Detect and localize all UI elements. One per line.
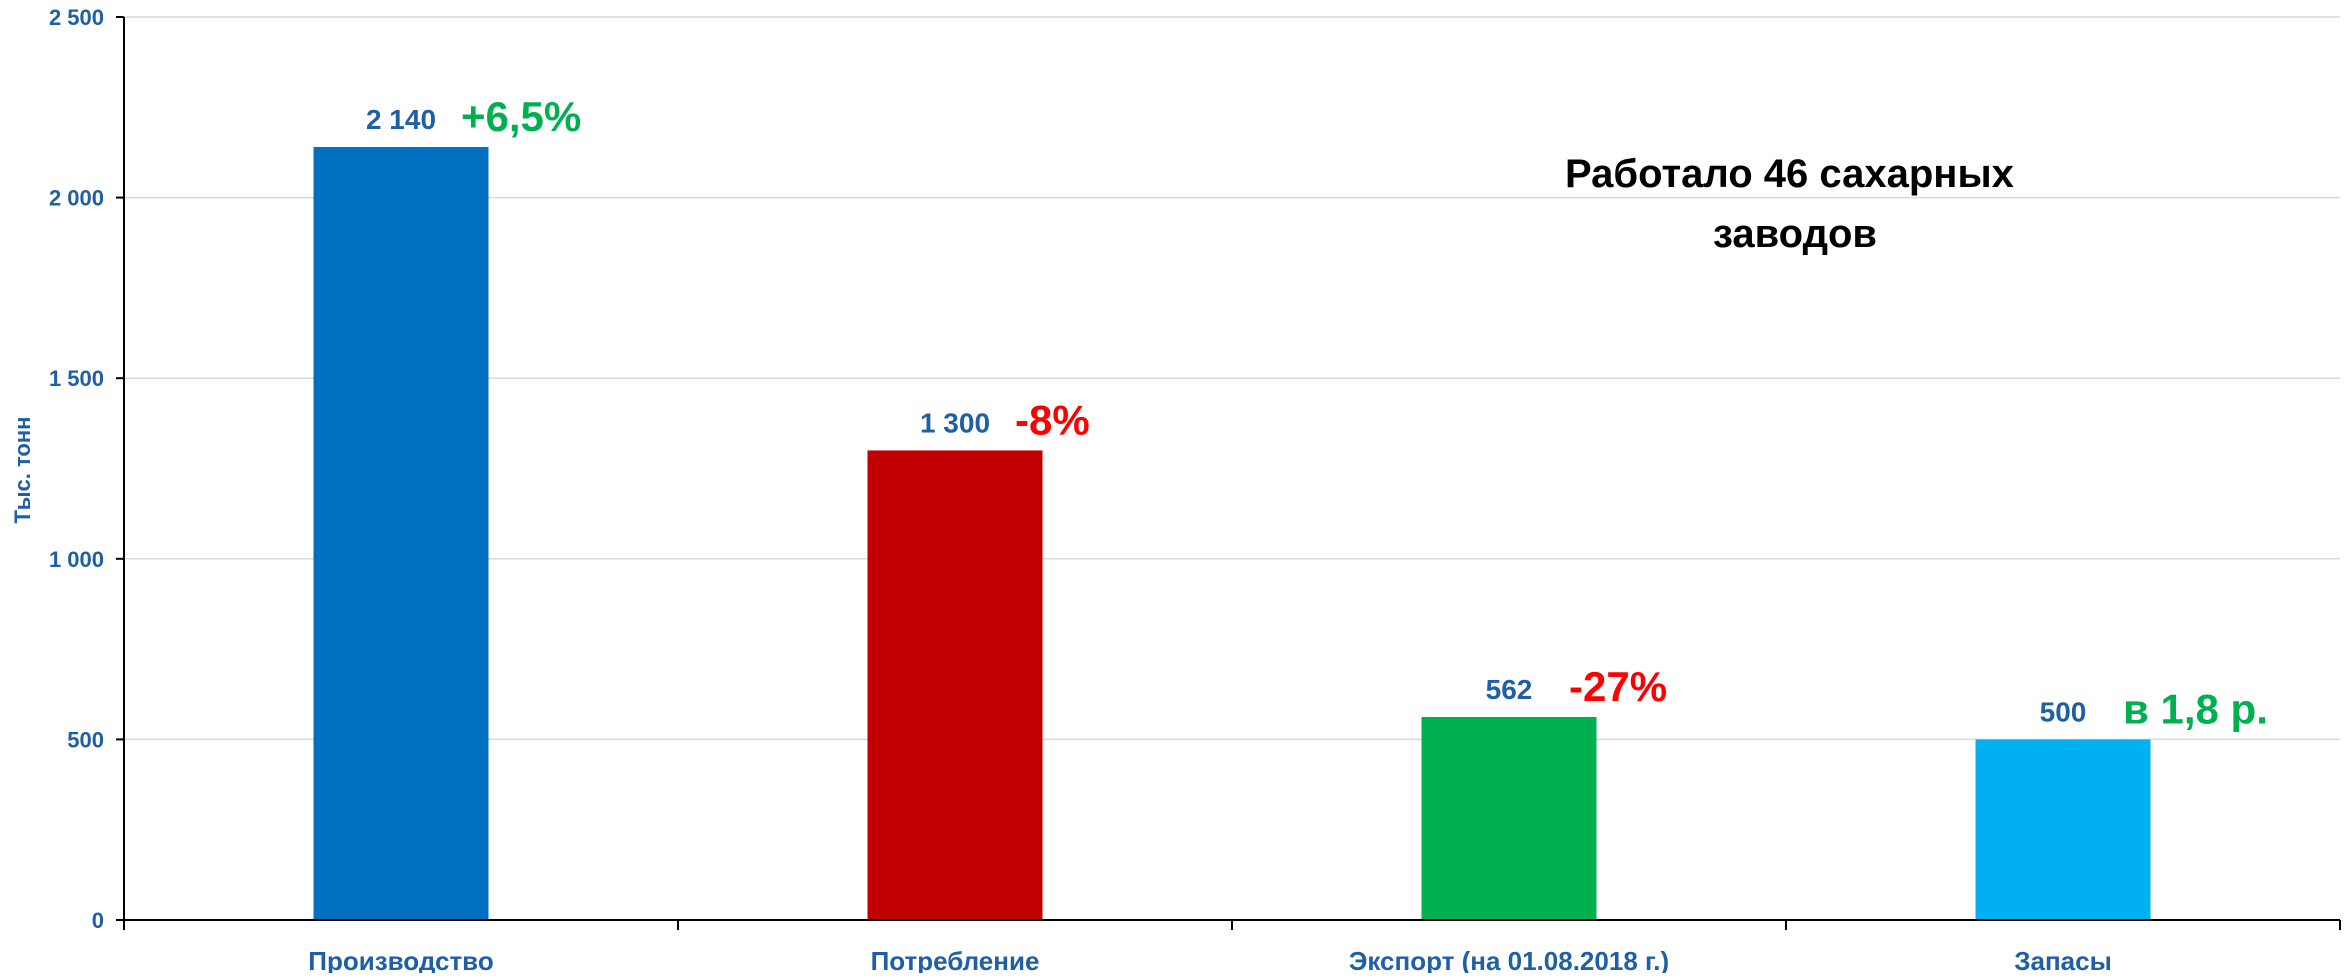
data-label: 500 bbox=[2040, 696, 2087, 727]
y-tick-label: 1 500 bbox=[49, 366, 104, 391]
change-label: -8% bbox=[1015, 396, 1090, 443]
bar bbox=[1975, 739, 2151, 920]
change-label: +6,5% bbox=[461, 93, 581, 140]
data-label: 562 bbox=[1486, 674, 1533, 705]
bar bbox=[867, 450, 1043, 920]
x-tick-label: Производство bbox=[308, 946, 493, 973]
bar bbox=[313, 147, 489, 921]
y-tick-label: 1 000 bbox=[49, 547, 104, 572]
annotation-line-2: заводов bbox=[1713, 212, 1877, 256]
y-tick-label: 500 bbox=[67, 727, 104, 752]
x-tick-label: Запасы bbox=[2014, 946, 2112, 973]
y-tick-label: 2 000 bbox=[49, 186, 104, 211]
data-label: 1 300 bbox=[920, 407, 990, 438]
change-label: -27% bbox=[1569, 663, 1667, 710]
annotation-text: Работало 46 сахарных заводов bbox=[1565, 152, 2025, 256]
change-label: в 1,8 р. bbox=[2123, 685, 2268, 732]
y-axis-label: Тыс. тонн bbox=[10, 417, 35, 524]
bar bbox=[1421, 717, 1597, 920]
data-label: 2 140 bbox=[366, 104, 436, 135]
annotation-line-1: Работало 46 сахарных bbox=[1565, 152, 2014, 196]
x-tick-label: Потребление bbox=[871, 946, 1040, 973]
x-tick-label: Экспорт (на 01.08.2018 г.) bbox=[1349, 946, 1669, 973]
y-tick-label: 0 bbox=[92, 908, 104, 933]
y-tick-label: 2 500 bbox=[49, 5, 104, 30]
